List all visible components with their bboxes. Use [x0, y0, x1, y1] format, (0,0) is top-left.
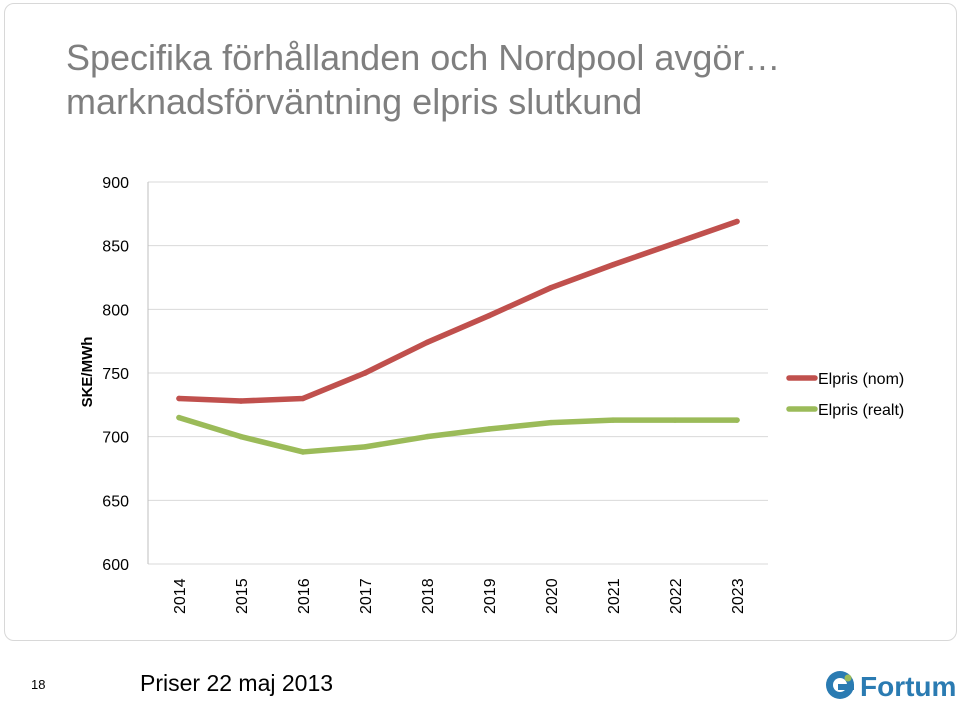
data-point: [300, 449, 306, 455]
data-point: [548, 284, 554, 291]
y-axis: 600 650 700 750 800 850 900: [102, 175, 149, 574]
legend: Elpris (nom) Elpris (realt): [786, 371, 904, 419]
x-tick-label: 2015: [234, 578, 251, 614]
x-tick-label: 2016: [296, 578, 313, 614]
y-tick-label: 900: [102, 175, 129, 192]
data-point: [424, 339, 430, 346]
y-tick-label: 650: [102, 493, 129, 510]
x-tick-label: 2018: [420, 578, 437, 614]
data-point: [610, 417, 616, 423]
x-tick-label: 2020: [544, 578, 561, 614]
y-axis-label: SKE/MWh: [79, 337, 96, 408]
y-tick-label: 600: [102, 557, 129, 574]
x-tick-label: 2014: [172, 578, 189, 614]
data-point: [610, 262, 616, 268]
legend-label: Elpris (nom): [818, 371, 904, 388]
data-point: [238, 433, 244, 440]
data-point: [424, 433, 430, 440]
data-point: [176, 414, 182, 421]
data-point: [672, 417, 678, 423]
data-point: [362, 370, 368, 376]
series-line: [176, 414, 740, 455]
footer-date: Priser 22 maj 2013: [140, 670, 334, 696]
x-tick-label: 2019: [482, 578, 499, 614]
title-line-1: Specifika förhållanden och Nordpool avgö…: [66, 37, 781, 78]
slide-title: Specifika förhållanden och Nordpool avgö…: [66, 36, 926, 124]
x-tick-label: 2017: [358, 578, 375, 614]
x-tick-label: 2023: [730, 578, 747, 614]
y-tick-label: 750: [102, 366, 129, 383]
svg-text:Fortum: Fortum: [860, 671, 956, 702]
x-tick-label: 2022: [668, 578, 685, 614]
data-point: [362, 444, 368, 450]
y-tick-label: 850: [102, 239, 129, 256]
data-point: [486, 312, 492, 319]
data-point: [672, 240, 678, 246]
data-point: [238, 398, 244, 404]
page-number: 18: [31, 677, 46, 692]
y-tick-label: 700: [102, 430, 129, 447]
data-point: [176, 395, 182, 402]
data-point: [734, 417, 740, 423]
legend-label: Elpris (realt): [818, 402, 904, 419]
series-lines: [176, 218, 740, 455]
data-point: [486, 426, 492, 432]
title-line-2: marknadsförväntning elpris slutkund: [66, 81, 643, 122]
grid-lines: [148, 181, 768, 565]
fortum-logo: Fortum: [826, 671, 956, 702]
data-point: [734, 218, 740, 225]
data-point: [548, 419, 554, 426]
y-tick-label: 800: [102, 302, 129, 319]
x-axis: 2014 2015 2016 2017 2018 2019 2020 2021 2022 2023: [172, 578, 747, 614]
series-line: [176, 218, 740, 404]
x-tick-label: 2021: [606, 578, 623, 614]
data-point: [300, 395, 306, 402]
